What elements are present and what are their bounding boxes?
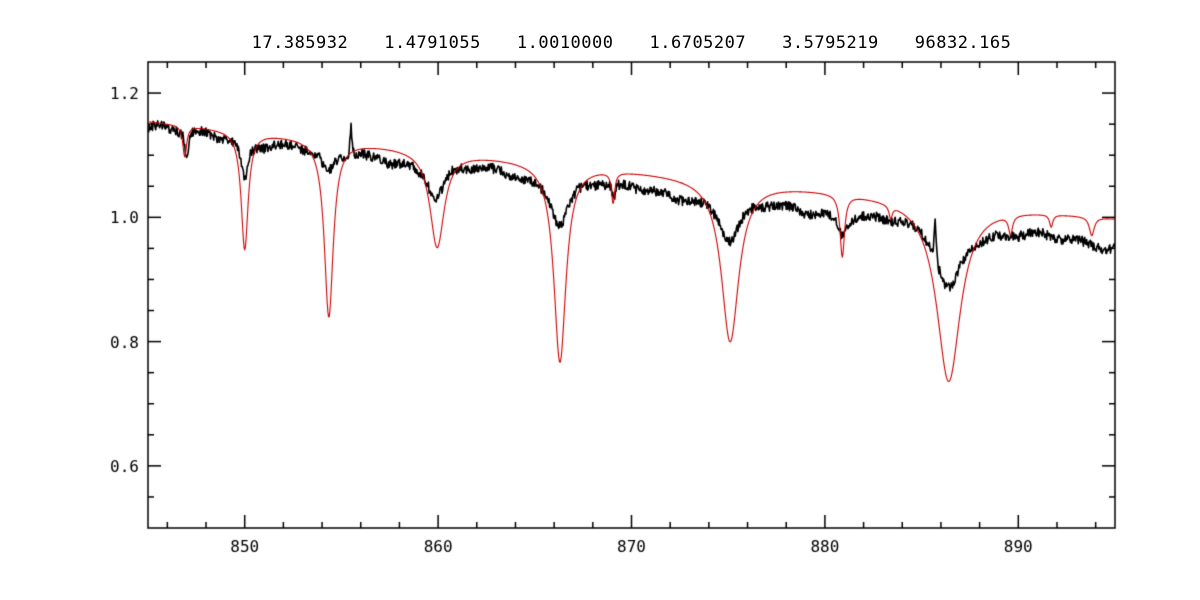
title-param-2: 1.4791055 <box>384 33 481 53</box>
title-param-1: 17.385932 <box>251 33 349 53</box>
title-param-3: 1.0010000 <box>516 33 614 53</box>
title-param-5: 3.5795219 <box>782 33 879 53</box>
plot-title: 17.385932 1.4791055 1.0010000 1.6705207 … <box>148 33 1115 53</box>
title-param-4: 1.6705207 <box>649 33 747 53</box>
title-param-6: 96832.165 <box>914 33 1012 53</box>
